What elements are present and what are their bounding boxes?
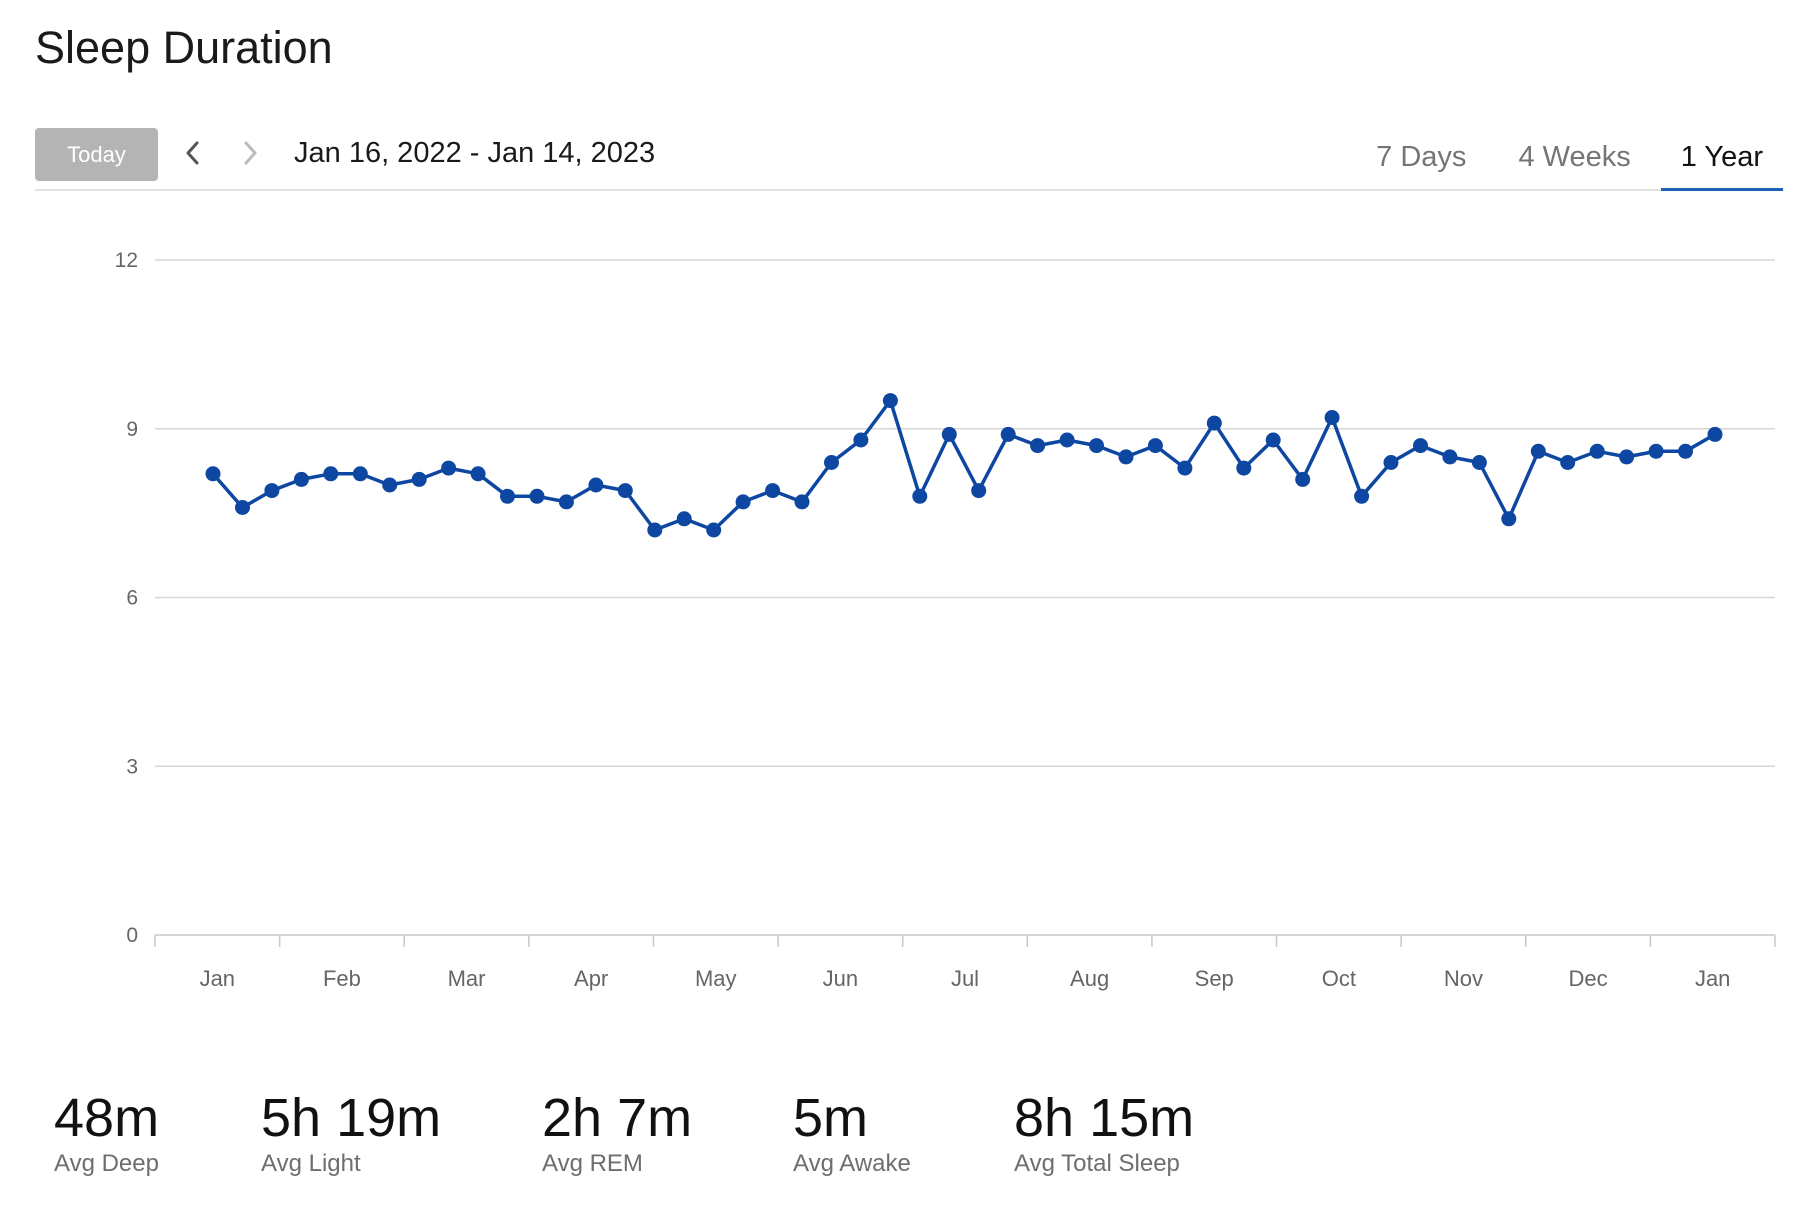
data-point xyxy=(617,483,633,499)
stat-value: 2h 7m xyxy=(542,1088,693,1148)
data-point xyxy=(1501,511,1517,527)
x-tick-label: Mar xyxy=(448,966,486,991)
data-point xyxy=(558,494,574,510)
data-point xyxy=(264,483,280,499)
tab-1-year[interactable]: 1 Year xyxy=(1660,125,1784,191)
stat-avg-awake: 5m Avg Awake xyxy=(793,1088,911,1178)
stat-label: Avg Total Sleep xyxy=(1014,1150,1180,1177)
data-point xyxy=(1678,443,1693,459)
data-point xyxy=(1177,460,1193,476)
stat-label: Avg Deep xyxy=(54,1150,159,1177)
x-tick-label: May xyxy=(695,966,737,991)
y-tick-label: 3 xyxy=(126,755,138,778)
data-point xyxy=(1324,410,1340,425)
data-point xyxy=(470,466,486,482)
x-tick-label: Sep xyxy=(1195,966,1234,991)
data-point xyxy=(735,494,751,510)
data-point xyxy=(765,483,781,499)
data-point xyxy=(882,393,898,409)
data-point xyxy=(1089,438,1104,454)
data-point xyxy=(1118,449,1134,465)
stat-avg-rem: 2h 7m Avg REM xyxy=(542,1088,692,1178)
date-range-label: Jan 16, 2022 - Jan 14, 2023 xyxy=(294,137,656,169)
data-point xyxy=(1530,443,1546,459)
data-point xyxy=(912,488,928,504)
data-point xyxy=(1619,449,1635,465)
data-point xyxy=(971,483,987,499)
x-tick-label: Nov xyxy=(1444,966,1483,991)
data-point xyxy=(1059,432,1075,448)
stat-avg-light: 5h 19m Avg Light xyxy=(261,1088,441,1178)
chevron-left-icon[interactable] xyxy=(175,135,211,171)
y-tick-label: 0 xyxy=(126,924,138,947)
x-tick-label: Feb xyxy=(323,966,361,991)
data-point xyxy=(1295,471,1311,487)
data-point xyxy=(1707,426,1723,442)
stat-avg-total-sleep: 8h 15m Avg Total Sleep xyxy=(1014,1088,1194,1178)
x-tick-label: Jun xyxy=(823,966,858,991)
stats-summary: 48m Avg Deep 5h 19m Avg Light 2h 7m Avg … xyxy=(0,1088,1814,1198)
data-point xyxy=(1589,443,1605,459)
series-line xyxy=(211,398,1717,532)
today-button[interactable]: Today xyxy=(35,128,158,181)
tab-4-weeks[interactable]: 4 Weeks xyxy=(1518,140,1631,173)
stat-avg-deep: 48m Avg Deep xyxy=(54,1088,159,1178)
data-point xyxy=(1648,443,1664,459)
data-point xyxy=(941,426,957,442)
x-tick-label: Jan xyxy=(1695,966,1730,991)
date-toolbar: Today Jan 16, 2022 - Jan 14, 2023 7 Days… xyxy=(35,125,1784,191)
data-point xyxy=(1442,449,1458,465)
data-point xyxy=(1265,432,1281,448)
data-point xyxy=(794,494,810,510)
stat-value: 5h 19m xyxy=(261,1088,442,1148)
data-point xyxy=(323,466,339,482)
sleep-duration-chart: 0 3 6 9 12 Jan Feb Mar Apr May Jun Jul Aug Sep Oct Nov D… xyxy=(115,249,1776,991)
page-title: Sleep Duration xyxy=(35,22,333,73)
tab-7-days[interactable]: 7 Days xyxy=(1376,140,1467,173)
y-tick-label: 9 xyxy=(126,418,138,441)
data-point xyxy=(411,471,427,487)
data-point xyxy=(1383,455,1399,470)
x-tick-label: Aug xyxy=(1070,966,1109,991)
data-point xyxy=(824,455,839,470)
data-point xyxy=(235,500,250,515)
x-tick-label: Jan xyxy=(200,966,235,991)
data-point xyxy=(1560,455,1576,470)
data-point xyxy=(588,477,604,493)
data-point xyxy=(441,460,457,476)
x-tick-label: Dec xyxy=(1569,966,1608,991)
data-point xyxy=(647,522,663,538)
data-point xyxy=(1030,438,1046,454)
data-point xyxy=(676,511,692,527)
stat-value: 5m xyxy=(793,1088,869,1148)
data-point xyxy=(529,488,545,504)
x-tick-label: Oct xyxy=(1322,966,1356,991)
range-tabs: 7 Days 4 Weeks 1 Year xyxy=(1356,125,1784,191)
data-point xyxy=(853,432,869,448)
data-point xyxy=(1206,415,1222,431)
data-point xyxy=(205,466,221,482)
chevron-right-icon[interactable] xyxy=(232,135,268,171)
y-tick-label: 6 xyxy=(126,587,138,610)
stat-value: 8h 15m xyxy=(1014,1088,1195,1148)
data-point xyxy=(1413,438,1428,454)
data-point xyxy=(1236,460,1252,476)
data-point xyxy=(1471,455,1487,470)
y-tick-label: 12 xyxy=(115,249,138,272)
data-point xyxy=(352,466,368,482)
data-point xyxy=(382,477,398,493)
data-point xyxy=(706,522,722,538)
stat-label: Avg Awake xyxy=(793,1150,911,1177)
data-point xyxy=(1147,438,1163,454)
data-point xyxy=(293,471,309,487)
stat-label: Avg Light xyxy=(261,1150,361,1177)
data-point xyxy=(1354,488,1370,504)
data-point xyxy=(1000,426,1016,442)
x-tick-label: Apr xyxy=(574,966,608,991)
stat-label: Avg REM xyxy=(542,1150,643,1177)
data-point xyxy=(500,488,515,504)
stat-value: 48m xyxy=(54,1088,160,1148)
x-tick-label: Jul xyxy=(951,966,979,991)
